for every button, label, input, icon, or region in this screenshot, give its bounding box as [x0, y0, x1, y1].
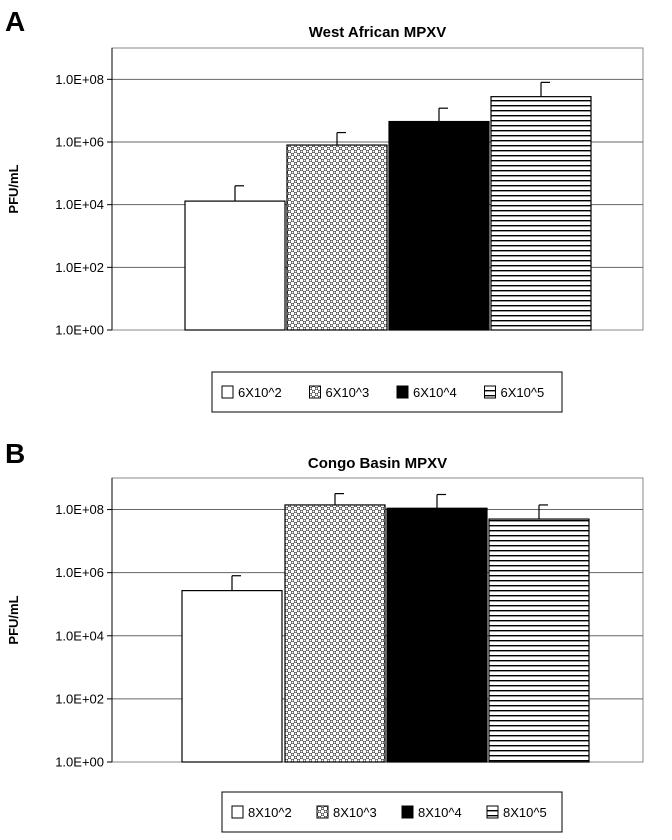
panel-letter: B — [5, 438, 25, 469]
bar-1 — [181, 590, 283, 763]
y-tick-label: 1.0E+08 — [55, 502, 104, 517]
bar-2 — [286, 144, 388, 331]
legend: 6X10^2 6X10^3 6X10^4 6X10^5 — [211, 371, 563, 413]
y-tick-label: 1.0E+02 — [55, 260, 104, 275]
legend-swatch-3 — [401, 805, 414, 819]
chart-panel-b: B Congo Basin MPXV 1.0E+00 1.0E+02 1.0E+04 1.… — [5, 438, 644, 833]
bar-1 — [184, 200, 286, 331]
charts-layer: A West African MPXV 1.0E+00 1.0E+02 1.0E+04 1… — [5, 6, 644, 833]
y-tick-label: 1.0E+08 — [55, 72, 104, 87]
chart-panel-a: A West African MPXV 1.0E+00 1.0E+02 1.0E+04 1… — [5, 6, 644, 413]
legend-label-4: 8X10^5 — [503, 805, 547, 820]
panel-letter: A — [5, 6, 25, 37]
y-axis-label: PFU/mL — [6, 164, 21, 213]
y-tick-label: 1.0E+06 — [55, 565, 104, 580]
legend-swatch-4 — [484, 385, 496, 399]
legend-swatch-2 — [309, 385, 321, 399]
legend-swatch-1 — [221, 385, 234, 399]
bar-4 — [490, 96, 592, 331]
bar-3 — [388, 120, 490, 331]
legend-swatch-4 — [486, 805, 499, 819]
y-tick-label: 1.0E+00 — [55, 323, 104, 338]
bar-3 — [386, 507, 488, 763]
y-tick-label: 1.0E+04 — [55, 628, 104, 643]
bar-4 — [488, 518, 590, 763]
chart-title: Congo Basin MPXV — [308, 455, 447, 472]
y-tick-label: 1.0E+02 — [55, 691, 104, 706]
legend-label-3: 6X10^4 — [413, 385, 457, 400]
legend-box — [221, 791, 563, 833]
y-tick-label: 1.0E+00 — [55, 755, 104, 770]
y-tick-label: 1.0E+06 — [55, 135, 104, 150]
legend-label-3: 8X10^4 — [418, 805, 462, 820]
legend-swatch-3 — [396, 385, 409, 399]
legend-label-1: 8X10^2 — [248, 805, 292, 820]
legend-label-1: 6X10^2 — [238, 385, 282, 400]
chart-title: West African MPXV — [309, 24, 447, 41]
legend: 8X10^2 8X10^3 8X10^4 8X10^5 — [221, 791, 563, 833]
y-axis-label: PFU/mL — [6, 595, 21, 644]
legend-label-2: 6X10^3 — [326, 385, 370, 400]
legend-label-4: 6X10^5 — [501, 385, 545, 400]
legend-swatch-2 — [316, 805, 329, 819]
bar-2 — [284, 504, 386, 763]
legend-swatch-1 — [231, 805, 244, 819]
legend-box — [211, 371, 563, 413]
y-tick-label: 1.0E+04 — [55, 197, 104, 212]
legend-label-2: 8X10^3 — [333, 805, 377, 820]
